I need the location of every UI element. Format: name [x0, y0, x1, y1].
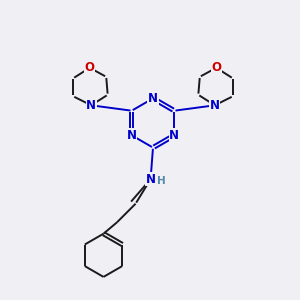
Text: N: N	[210, 99, 220, 112]
Text: N: N	[146, 172, 156, 186]
Text: H: H	[157, 176, 166, 187]
Text: N: N	[127, 129, 137, 142]
Text: N: N	[148, 92, 158, 105]
Text: O: O	[85, 61, 95, 74]
Text: N: N	[86, 99, 96, 112]
Text: O: O	[211, 61, 221, 74]
Text: N: N	[169, 129, 179, 142]
